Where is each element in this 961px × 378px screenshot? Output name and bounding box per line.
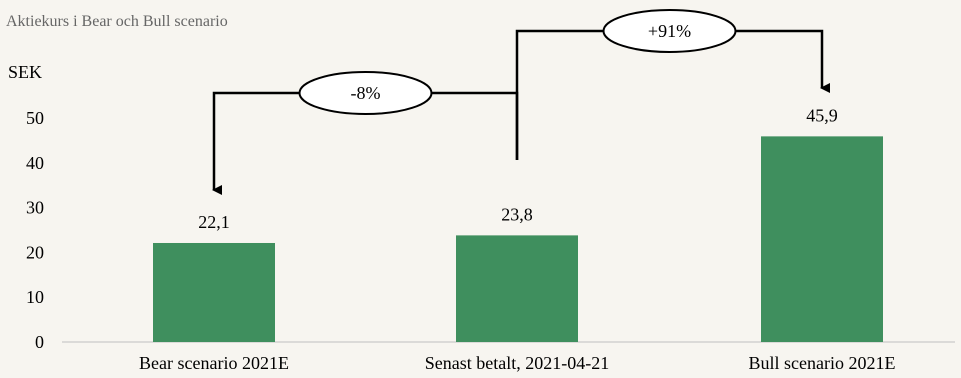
annotation-bubble <box>298 71 433 115</box>
bar-value-label: 23,8 <box>501 204 533 224</box>
y-tick-label: 30 <box>26 198 44 218</box>
y-tick-label: 40 <box>26 153 44 173</box>
y-axis-label: SEK <box>8 62 42 82</box>
y-axis-ticks: 0 10 20 30 40 50 <box>26 108 44 352</box>
bar <box>761 136 883 342</box>
bar-value-label: 22,1 <box>198 212 230 232</box>
y-tick-label: 10 <box>26 287 44 307</box>
bars-group <box>153 136 883 342</box>
annotation-bubble <box>602 9 737 53</box>
x-axis-ticks: Bear scenario 2021E Senast betalt, 2021-0… <box>139 353 895 373</box>
x-tick-label: Bear scenario 2021E <box>139 353 289 373</box>
y-tick-label: 20 <box>26 242 44 262</box>
bar <box>153 242 275 342</box>
annotations-group: -8% +91% <box>212 9 830 195</box>
value-labels-group: 22,1 23,8 45,9 <box>198 105 838 232</box>
y-tick-label: 50 <box>26 108 44 128</box>
x-tick-label: Senast betalt, 2021-04-21 <box>425 353 609 373</box>
y-tick-label: 0 <box>35 332 44 352</box>
x-tick-label: Bull scenario 2021E <box>749 353 896 373</box>
bar-value-label: 45,9 <box>806 105 838 125</box>
annotation-label: -8% <box>351 83 381 103</box>
chart-subtitle: Aktiekurs i Bear och Bull scenario <box>6 13 228 30</box>
bar <box>456 235 578 342</box>
annotation-label: +91% <box>648 21 691 41</box>
